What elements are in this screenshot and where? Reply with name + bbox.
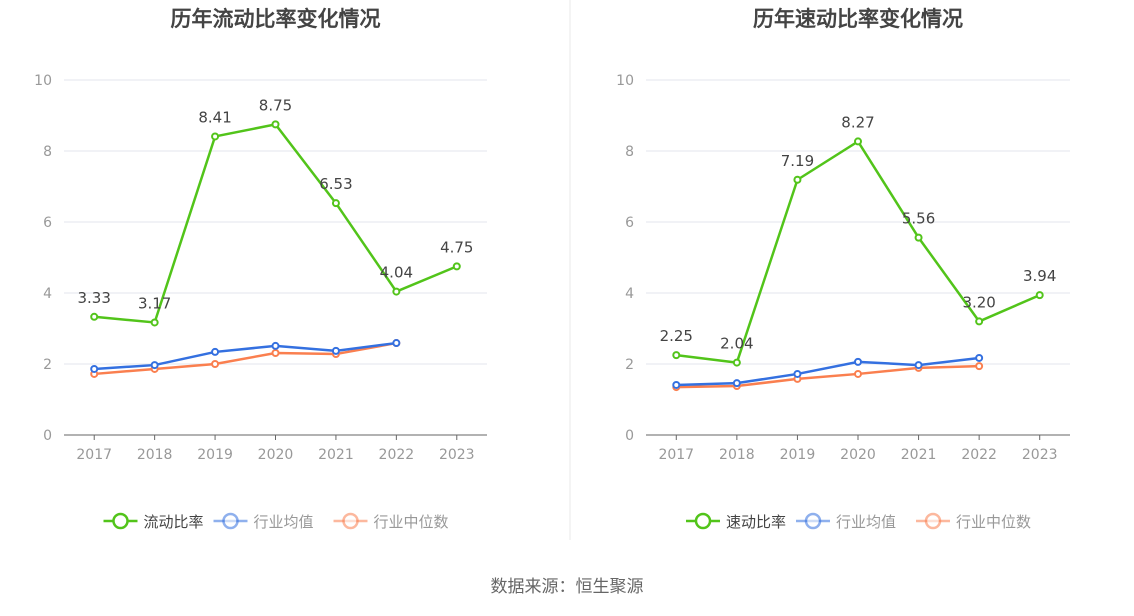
data-label: 8.27 — [841, 113, 874, 131]
y-tick-label: 0 — [625, 428, 634, 444]
data-point[interactable] — [854, 357, 862, 366]
data-label: 7.19 — [781, 152, 814, 170]
data-point[interactable] — [914, 233, 923, 242]
y-tick-label: 4 — [625, 286, 634, 302]
data-point[interactable] — [392, 339, 401, 348]
legend-label: 行业均值 — [254, 513, 314, 531]
data-point[interactable] — [271, 341, 280, 350]
legend-label: 速动比率 — [726, 513, 786, 531]
data-point[interactable] — [793, 175, 802, 184]
data-label: 3.33 — [78, 289, 111, 307]
x-tick-label: 2020 — [840, 447, 876, 463]
data-label: 3.94 — [1023, 267, 1056, 285]
data-point[interactable] — [271, 120, 280, 129]
data-point[interactable] — [90, 364, 99, 373]
chart-title: 历年速动比率变化情况 — [753, 7, 963, 31]
series-line-2 — [94, 341, 397, 376]
x-tick-label: 2023 — [439, 447, 475, 463]
series-line-1 — [676, 356, 980, 387]
data-point[interactable] — [975, 362, 984, 371]
data-source: 数据来源：恒生聚源 — [491, 577, 644, 597]
x-tick-label: 2017 — [76, 447, 112, 463]
data-point[interactable] — [672, 351, 681, 360]
data-point[interactable] — [914, 361, 923, 370]
legend-item[interactable]: 速动比率 — [686, 512, 786, 531]
x-tick-label: 2022 — [379, 447, 415, 463]
data-point[interactable] — [732, 379, 741, 388]
legend-item[interactable]: 行业均值 — [213, 512, 314, 531]
y-tick-label: 6 — [625, 215, 634, 231]
legend-item[interactable]: 流动比率 — [103, 512, 204, 531]
x-tick-label: 2017 — [658, 447, 694, 463]
legend-label: 行业中位数 — [956, 513, 1031, 531]
data-point[interactable] — [90, 312, 99, 321]
legend-label: 行业中位数 — [374, 513, 449, 531]
y-tick-label: 8 — [625, 144, 634, 160]
y-tick-label: 2 — [43, 357, 52, 373]
x-tick-label: 2021 — [318, 447, 354, 463]
x-tick-label: 2018 — [719, 447, 755, 463]
chart-2: 历年速动比率变化情况 0 2 4 6 8 10 2017 2018 2019 2020 2021 202… — [616, 7, 1070, 531]
data-label: 4.04 — [380, 264, 413, 282]
y-tick-label: 6 — [43, 215, 52, 231]
series-line-1 — [94, 341, 397, 371]
chart-title: 历年流动比率变化情况 — [171, 7, 381, 31]
x-tick-label: 2022 — [961, 447, 997, 463]
data-point[interactable] — [975, 317, 984, 326]
data-label: 5.56 — [902, 210, 935, 228]
data-label: 8.75 — [259, 96, 292, 114]
data-point[interactable] — [150, 361, 159, 370]
x-tick-label: 2019 — [197, 447, 233, 463]
data-label: 3.20 — [962, 293, 995, 311]
data-label: 4.75 — [440, 238, 473, 256]
chart-1: 历年流动比率变化情况 0 2 4 6 8 10 2017 2018 2019 2020 2021 202… — [34, 7, 487, 531]
data-label: 2.04 — [720, 335, 753, 353]
data-label: 6.53 — [319, 175, 352, 193]
legend-label: 流动比率 — [144, 513, 204, 531]
y-tick-label: 2 — [625, 357, 634, 373]
legend-item[interactable]: 行业均值 — [796, 512, 896, 531]
x-tick-label: 2021 — [901, 447, 937, 463]
data-label: 3.17 — [138, 294, 171, 312]
data-point[interactable] — [452, 262, 461, 271]
legend-circle-icon — [222, 512, 239, 530]
legend-circle-icon — [694, 512, 712, 530]
legend-item[interactable]: 行业中位数 — [916, 512, 1031, 531]
data-point[interactable] — [975, 353, 984, 362]
data-point[interactable] — [211, 360, 220, 368]
legend-circle-icon — [804, 512, 822, 530]
data-point[interactable] — [672, 380, 681, 389]
data-point[interactable] — [331, 346, 340, 355]
data-point[interactable] — [211, 347, 220, 356]
series-line-2 — [676, 364, 980, 389]
data-point[interactable] — [732, 358, 741, 367]
y-tick-label: 0 — [43, 428, 52, 444]
x-tick-label: 2019 — [780, 447, 816, 463]
legend-circle-icon — [112, 512, 129, 530]
legend-circle-icon — [342, 512, 359, 530]
data-label: 8.41 — [198, 108, 231, 126]
data-point[interactable] — [854, 137, 862, 146]
legend-label: 行业均值 — [836, 513, 896, 531]
data-point[interactable] — [854, 369, 862, 378]
data-point[interactable] — [271, 348, 280, 357]
y-tick-label: 10 — [616, 73, 634, 89]
data-point[interactable] — [211, 132, 220, 141]
data-point[interactable] — [150, 318, 159, 327]
y-tick-label: 8 — [43, 144, 52, 160]
data-point[interactable] — [392, 287, 401, 296]
data-point[interactable] — [1035, 291, 1044, 300]
y-tick-label: 10 — [34, 73, 52, 89]
data-label: 2.25 — [660, 327, 693, 345]
legend-circle-icon — [924, 512, 942, 530]
data-point[interactable] — [793, 369, 802, 378]
series-line-0 — [676, 139, 1041, 364]
x-tick-label: 2018 — [137, 447, 173, 463]
x-tick-label: 2023 — [1022, 447, 1058, 463]
x-tick-label: 2020 — [258, 447, 294, 463]
y-tick-label: 4 — [43, 286, 52, 302]
data-point[interactable] — [331, 199, 340, 208]
legend-item[interactable]: 行业中位数 — [333, 512, 449, 531]
